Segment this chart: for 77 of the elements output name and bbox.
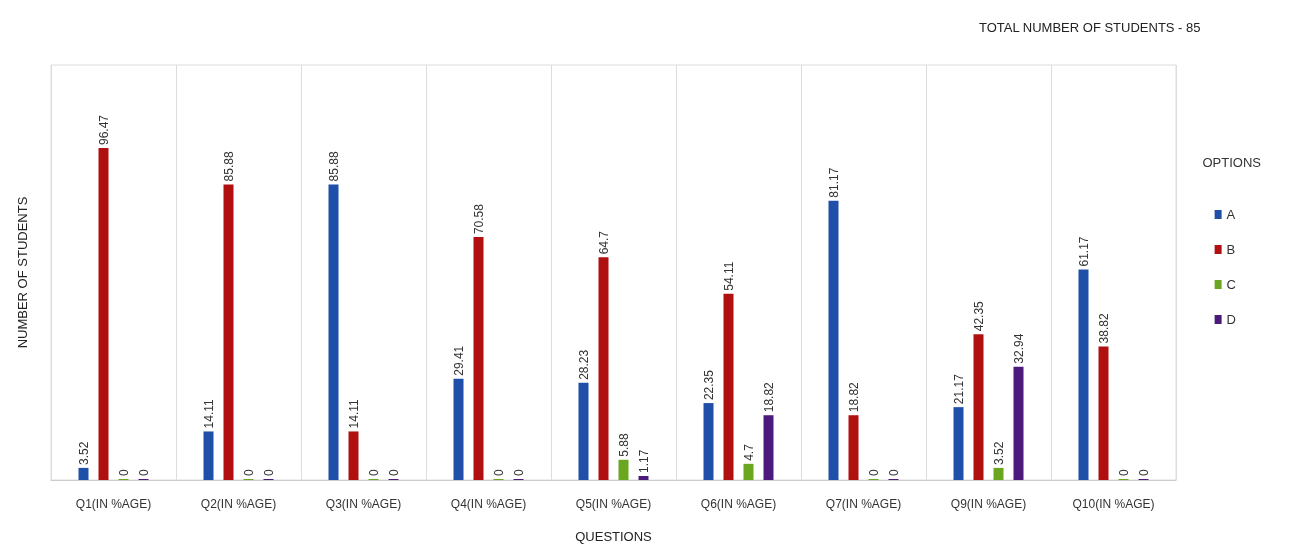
data-label: 42.35 xyxy=(971,300,986,332)
bar xyxy=(973,334,984,480)
x-tick-label: Q2(IN %AGE) xyxy=(200,497,277,511)
data-label: 61.17 xyxy=(1076,236,1091,267)
x-tick-label: Q9(IN %AGE) xyxy=(950,497,1027,511)
x-tick-label: Q1(IN %AGE) xyxy=(75,497,152,511)
x-tick-label: Q10(IN %AGE) xyxy=(1072,497,1155,511)
data-label: 85.88 xyxy=(326,151,341,182)
data-label: 64.7 xyxy=(596,230,611,255)
x-tick-label: Q6(IN %AGE) xyxy=(700,497,777,511)
bar xyxy=(743,463,754,480)
data-label: 18.82 xyxy=(846,381,861,413)
data-label: 0 xyxy=(511,469,526,476)
data-label: 0 xyxy=(366,469,381,476)
bar xyxy=(223,184,234,480)
x-tick-label: Q3(IN %AGE) xyxy=(325,497,402,511)
bar xyxy=(618,459,629,480)
data-label: 28.23 xyxy=(576,349,591,380)
data-label: 0 xyxy=(1116,469,1131,476)
data-label: 0 xyxy=(491,469,506,476)
bar xyxy=(828,200,839,480)
x-tick-label: Q4(IN %AGE) xyxy=(450,497,527,511)
bar xyxy=(848,415,859,480)
data-label: 0 xyxy=(1136,469,1151,476)
bar xyxy=(703,403,714,480)
bar xyxy=(453,378,464,480)
x-axis-title: QUESTIONS xyxy=(575,529,653,544)
data-label: 0 xyxy=(136,469,151,476)
data-label: 18.82 xyxy=(761,381,776,413)
bar xyxy=(203,431,214,480)
legend-label: A xyxy=(1226,207,1236,222)
data-label: 1.17 xyxy=(636,449,651,473)
data-label: 21.17 xyxy=(951,373,966,405)
data-label: 0 xyxy=(886,469,901,476)
bar xyxy=(763,415,774,480)
bar xyxy=(993,467,1004,480)
data-label: 5.88 xyxy=(616,433,631,457)
data-label: 3.52 xyxy=(991,441,1006,465)
bar xyxy=(473,237,484,480)
bar xyxy=(723,293,734,480)
legend-label: B xyxy=(1226,242,1236,257)
data-label: 0 xyxy=(261,469,276,476)
data-label: 14.11 xyxy=(201,398,216,429)
data-label: 81.17 xyxy=(826,167,841,198)
bar xyxy=(578,382,589,480)
data-label: 4.7 xyxy=(741,443,756,461)
legend-label: D xyxy=(1226,312,1236,327)
data-label: 96.47 xyxy=(96,114,111,145)
x-tick-label: Q5(IN %AGE) xyxy=(575,497,652,511)
data-label: 38.82 xyxy=(1096,313,1111,344)
data-label: 54.11 xyxy=(721,261,736,291)
bar xyxy=(638,475,649,480)
data-label: 0 xyxy=(866,469,881,476)
data-label: 3.52 xyxy=(76,441,91,465)
data-label: 0 xyxy=(116,469,131,476)
data-label: 14.11 xyxy=(346,398,361,429)
chart-title: TOTAL NUMBER OF STUDENTS - 85 xyxy=(979,20,1201,35)
data-label: 85.88 xyxy=(221,151,236,182)
data-label: 29.41 xyxy=(451,345,466,376)
bar xyxy=(98,148,109,480)
bar xyxy=(78,467,89,480)
bar xyxy=(348,431,359,480)
data-label: 22.35 xyxy=(701,369,716,401)
bar xyxy=(1013,366,1024,480)
x-tick-label: Q7(IN %AGE) xyxy=(825,497,902,511)
bar xyxy=(1098,346,1109,480)
data-label: 70.58 xyxy=(471,203,486,235)
data-label: 0 xyxy=(241,469,256,476)
data-label: 0 xyxy=(386,469,401,476)
bar xyxy=(598,257,609,480)
legend-title: OPTIONS xyxy=(1202,155,1262,170)
bar xyxy=(328,184,339,480)
legend-label: C xyxy=(1226,277,1236,292)
data-label: 32.94 xyxy=(1011,333,1026,364)
bar xyxy=(1078,269,1089,480)
y-axis-title: NUMBER OF STUDENTS xyxy=(15,196,30,349)
bar xyxy=(953,407,964,480)
